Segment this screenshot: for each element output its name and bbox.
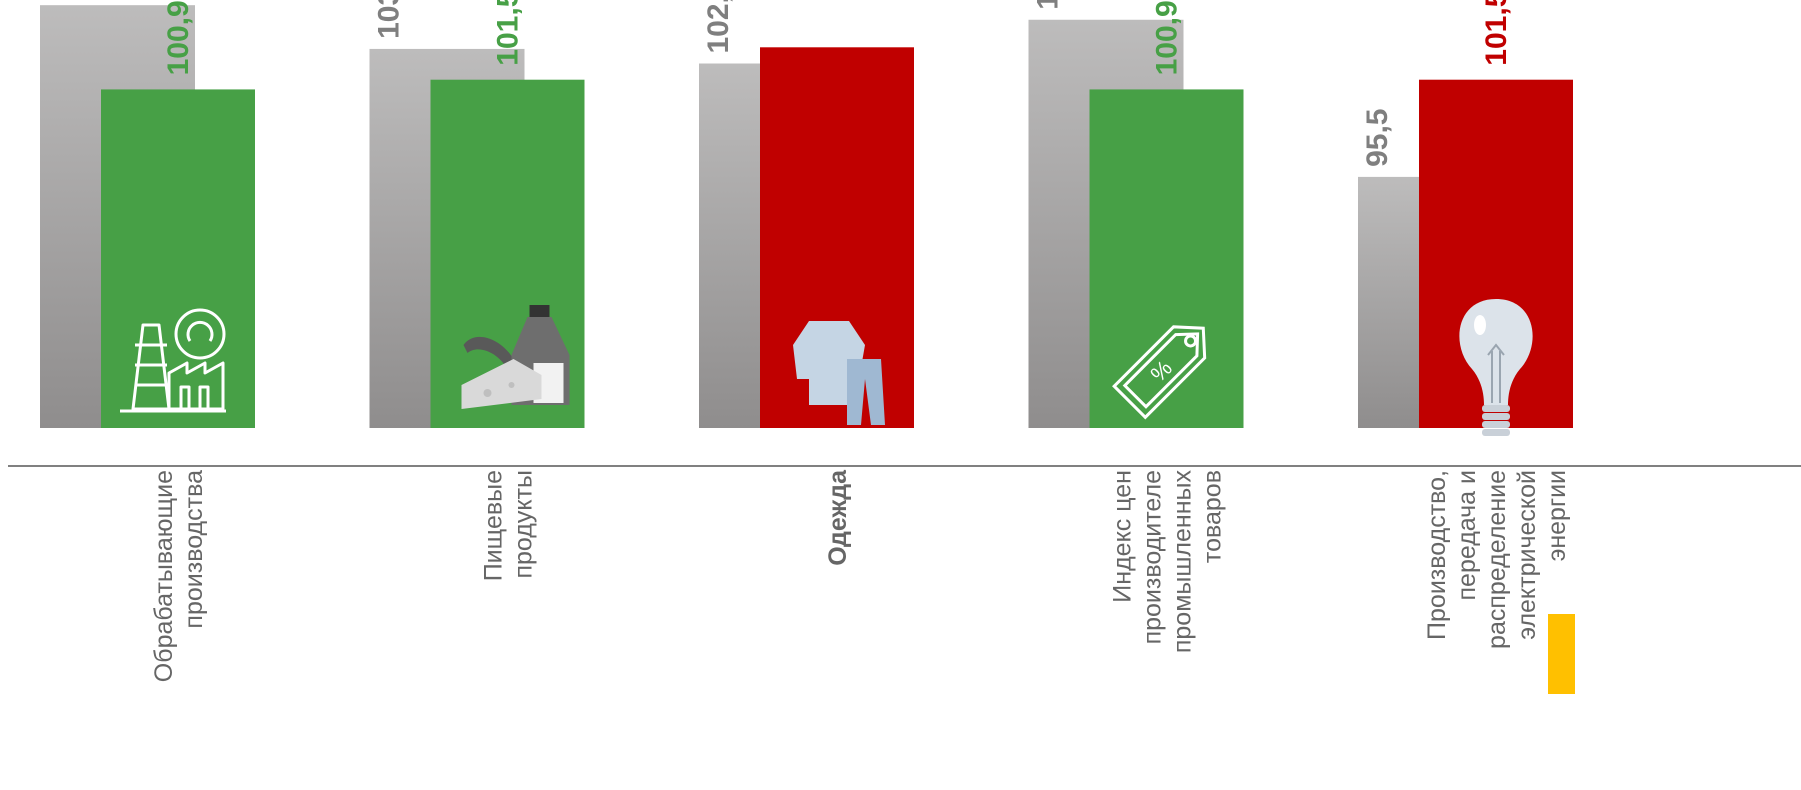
category-label-line: передача и [1453,470,1481,600]
category-label-1: Пищевые продукты [480,470,538,581]
category-label-4: Производство, передача и распределение элек… [1423,470,1571,649]
value-label-prev-3: 105,2 [1032,0,1065,10]
category-label-line: Производство, [1423,470,1451,640]
category-label-line: производителе [1139,470,1167,644]
bar-current-3 [1089,89,1244,429]
bar-current-0 [101,89,255,429]
category-label-line: Одежда [824,469,852,566]
category-label-2: Одежда [824,469,852,566]
food-products-icon [461,305,570,409]
value-label-prev-2: 102,5 [702,0,735,54]
light-bulb-icon [1459,299,1533,436]
value-label-current-1: 101,5 [492,0,525,66]
category-label-line: товаров [1199,470,1227,563]
value-label-prev-4: 95,5 [1361,109,1394,167]
category-label-line: Индекс цен [1109,470,1137,603]
category-label-line: энергии [1543,470,1571,561]
category-label-line: Обрабатывающие [150,470,178,682]
value-label-prev-1: 103,4 [373,0,406,39]
category-label-line: производства [180,470,208,629]
value-label-current-0: 100,9 [162,0,195,75]
value-label-current-4: 101,5 [1480,0,1513,66]
category-label-line: Пищевые [480,470,508,581]
category-label-3: Индекс цен производителе промышленных товар… [1109,470,1227,654]
category-label-line: распределение [1483,470,1511,649]
category-label-line: электрической [1513,470,1541,640]
factory-recycle-icon [120,308,226,413]
clothing-icon [793,321,885,425]
category-label-line: продукты [510,470,538,579]
category-label-0: Обрабатывающие производства [150,470,208,682]
category-label-line: промышленных [1169,470,1197,654]
corner-accent [1548,614,1575,694]
value-label-current-3: 100,9 [1151,0,1184,75]
